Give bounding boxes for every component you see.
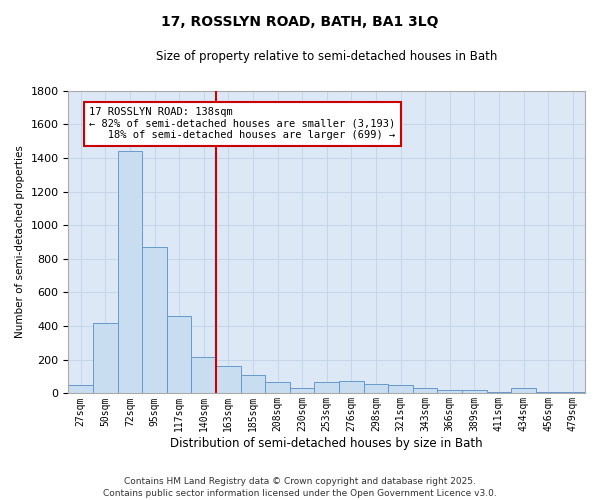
- Bar: [339, 381, 364, 394]
- Bar: [560, 392, 585, 394]
- Bar: [142, 247, 167, 394]
- Bar: [216, 366, 241, 394]
- Title: Size of property relative to semi-detached houses in Bath: Size of property relative to semi-detach…: [156, 50, 497, 63]
- Bar: [487, 392, 511, 394]
- Bar: [167, 316, 191, 394]
- Bar: [118, 151, 142, 394]
- Bar: [265, 382, 290, 394]
- Bar: [536, 392, 560, 394]
- Text: 17, ROSSLYN ROAD, BATH, BA1 3LQ: 17, ROSSLYN ROAD, BATH, BA1 3LQ: [161, 15, 439, 29]
- Bar: [511, 388, 536, 394]
- Bar: [437, 390, 462, 394]
- Bar: [241, 375, 265, 394]
- Bar: [462, 390, 487, 394]
- X-axis label: Distribution of semi-detached houses by size in Bath: Distribution of semi-detached houses by …: [170, 437, 483, 450]
- Text: Contains HM Land Registry data © Crown copyright and database right 2025.
Contai: Contains HM Land Registry data © Crown c…: [103, 476, 497, 498]
- Y-axis label: Number of semi-detached properties: Number of semi-detached properties: [15, 146, 25, 338]
- Bar: [191, 357, 216, 394]
- Bar: [364, 384, 388, 394]
- Bar: [290, 388, 314, 394]
- Bar: [93, 322, 118, 394]
- Bar: [314, 382, 339, 394]
- Text: 17 ROSSLYN ROAD: 138sqm
← 82% of semi-detached houses are smaller (3,193)
   18%: 17 ROSSLYN ROAD: 138sqm ← 82% of semi-de…: [89, 107, 395, 140]
- Bar: [413, 388, 437, 394]
- Bar: [388, 385, 413, 394]
- Bar: [68, 385, 93, 394]
